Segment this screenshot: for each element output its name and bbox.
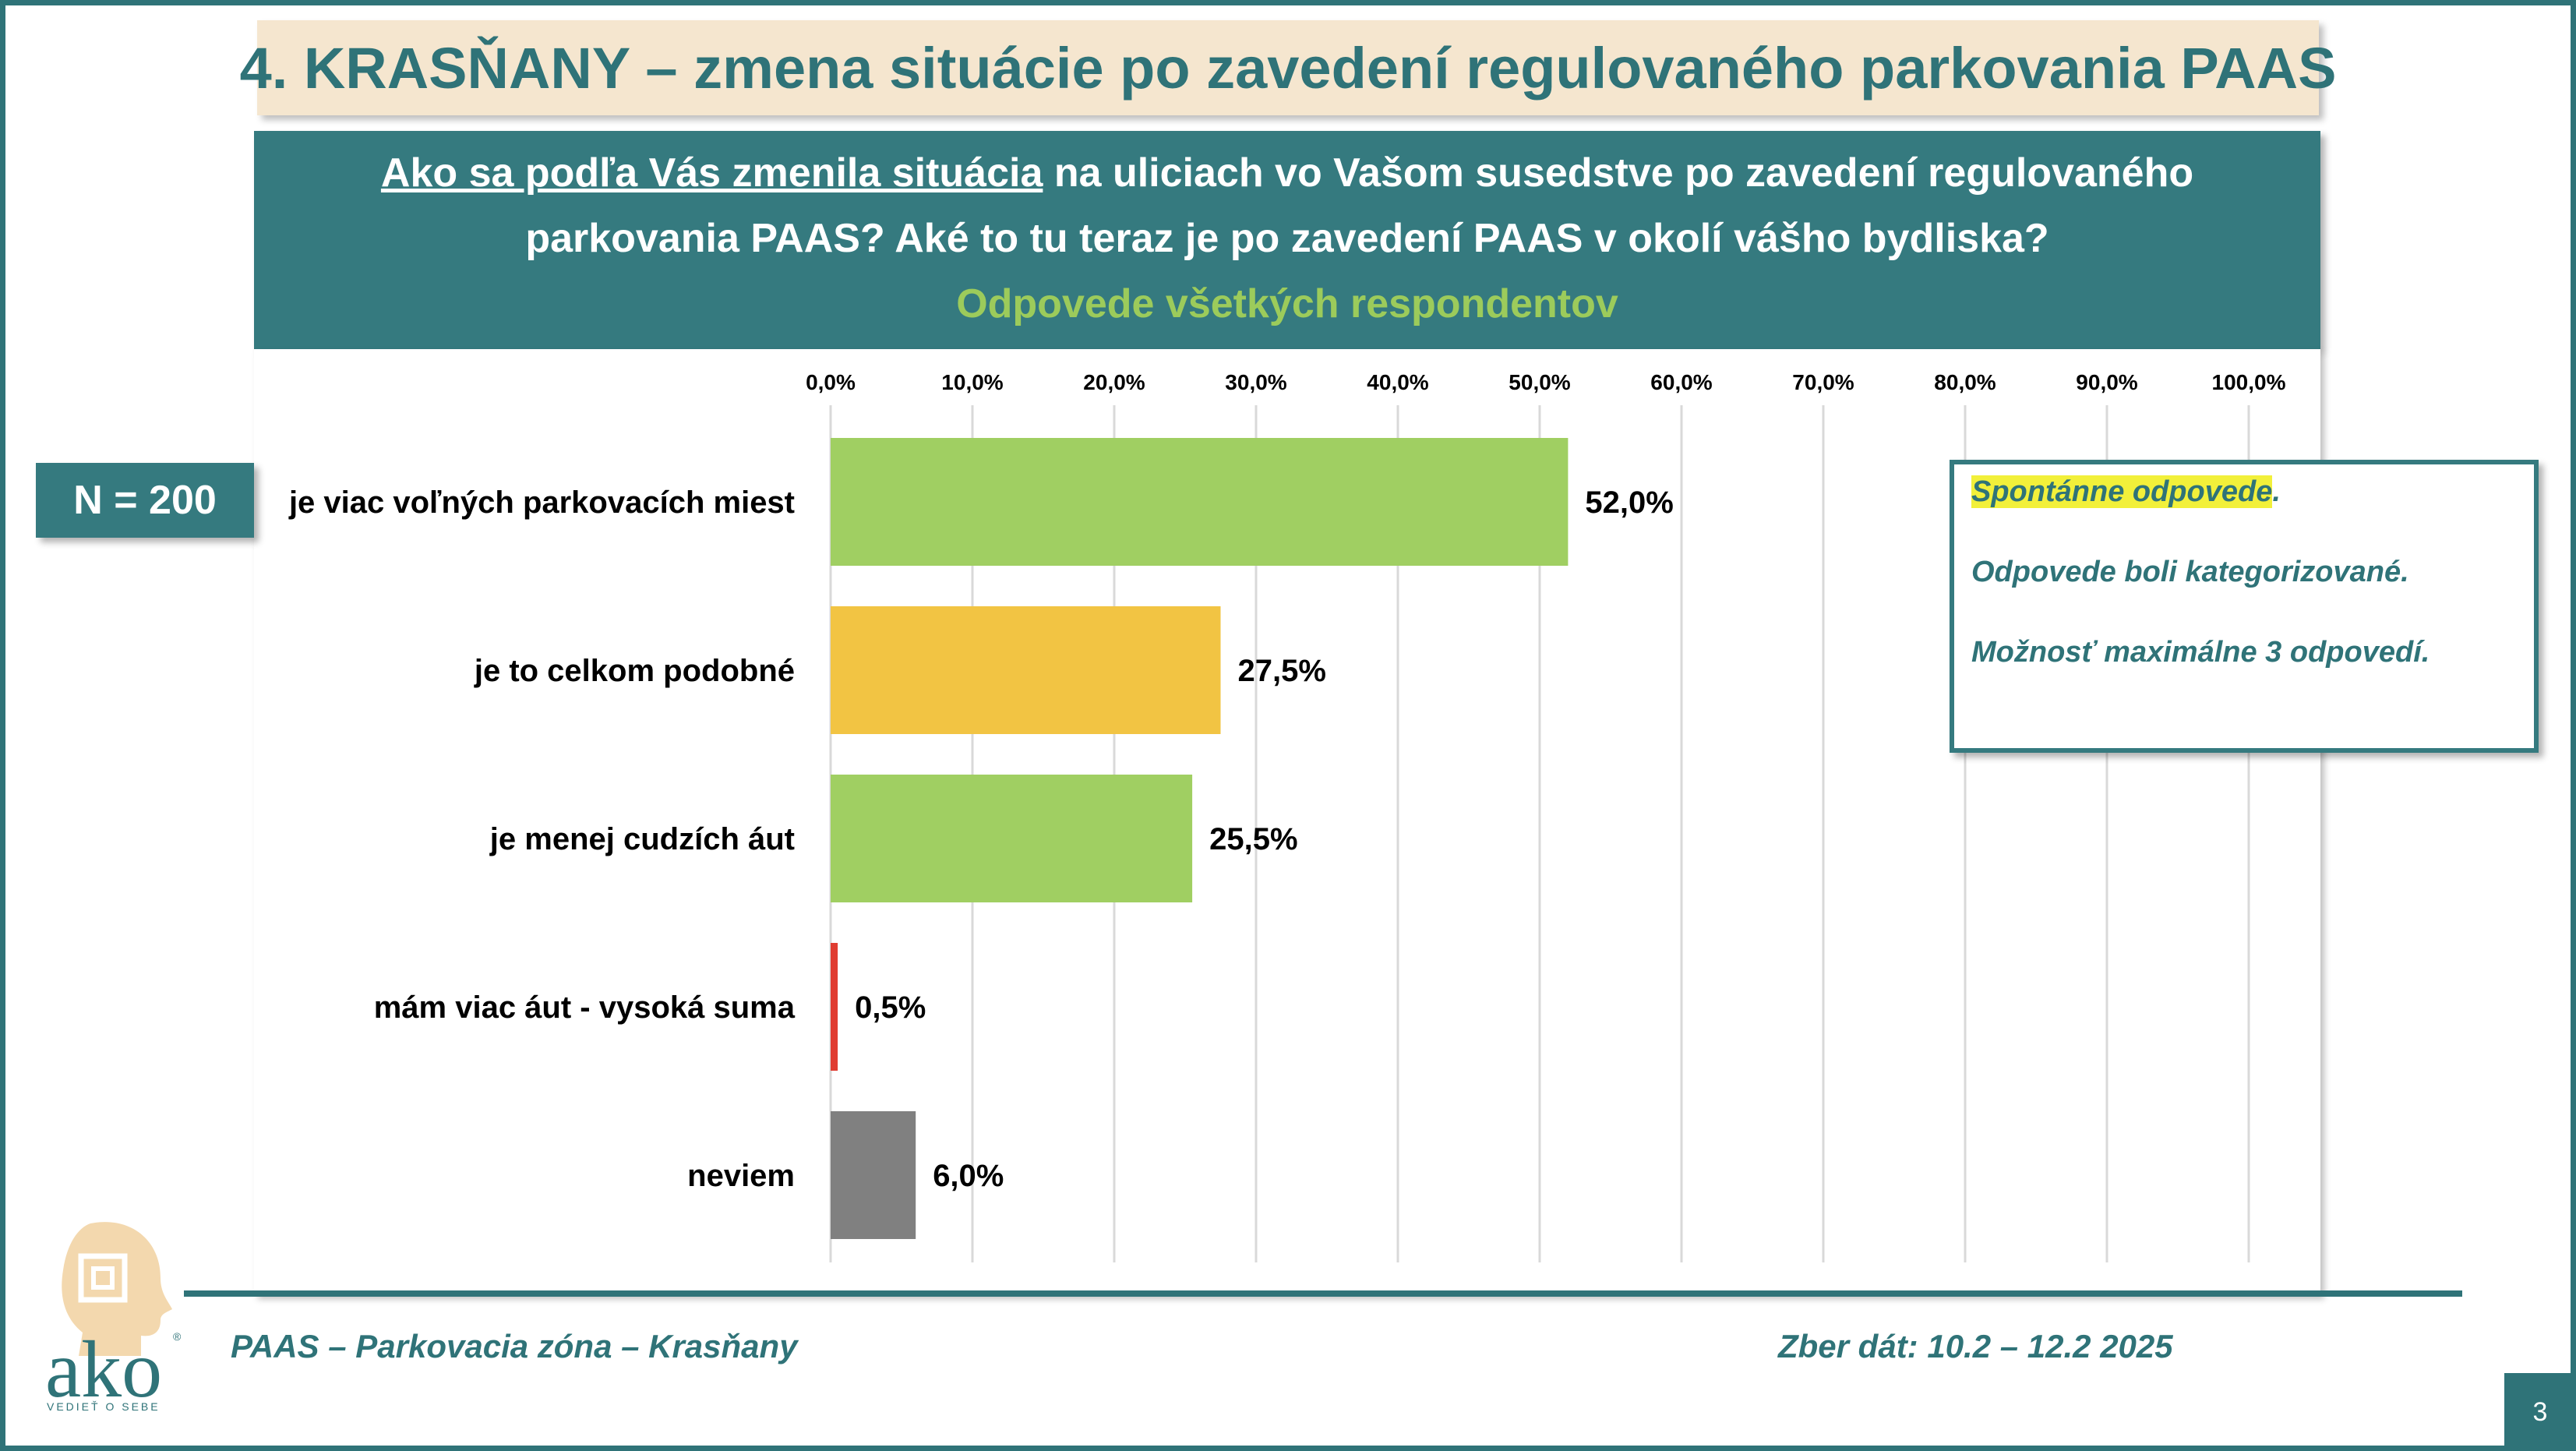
x-tick-label: 90,0% [2076, 370, 2137, 394]
data-label: 52,0% [1585, 485, 1673, 520]
bar [831, 775, 1193, 902]
question-line-1: Ako sa podľa Vás zmenila situácia na uli… [254, 140, 2320, 206]
category-label: je viac voľných parkovacích miest [288, 485, 795, 520]
note-spontaneous: Spontánne odpovede [1971, 475, 2273, 508]
bar [831, 438, 1569, 566]
note-categorized: Odpovede boli kategorizované. [1971, 556, 2409, 588]
chart-tick-labels: 0,0% 10,0% 20,0% 30,0% 40,0% 50,0% 60,0% 70,0% 8… [806, 370, 2285, 394]
footer-date-range: Zber dát: 10.2 – 12.2 2025 [1778, 1328, 2173, 1365]
x-tick-label: 70,0% [1792, 370, 1854, 394]
page-number: 3 [2504, 1373, 2576, 1451]
sample-size-badge: N = 200 [36, 463, 254, 538]
slide-title: 4. KRASŇANY – zmena situácie po zavedení… [239, 35, 2337, 101]
x-tick-label: 0,0% [806, 370, 856, 394]
x-tick-label: 20,0% [1083, 370, 1145, 394]
category-label: mám viac áut - vysoká suma [374, 990, 796, 1025]
x-tick-label: 100,0% [2212, 370, 2286, 394]
category-label: je to celkom podobné [474, 654, 795, 688]
chart-category-labels: je viac voľných parkovacích miest je to c… [288, 485, 796, 1193]
logo-registered-mark: ® [173, 1330, 182, 1343]
note-max-answers: Možnosť maximálne 3 odpovedí. [1971, 636, 2430, 669]
category-label: neviem [687, 1159, 795, 1193]
x-tick-label: 60,0% [1650, 370, 1712, 394]
category-label: je menej cudzích áut [489, 822, 795, 856]
question-box: Ako sa podľa Vás zmenila situácia na uli… [254, 131, 2320, 349]
x-tick-label: 40,0% [1367, 370, 1428, 394]
x-tick-label: 50,0% [1509, 370, 1570, 394]
data-label: 27,5% [1238, 654, 1326, 688]
data-label: 0,5% [855, 990, 926, 1025]
note-spontaneous-suffix: . [2272, 475, 2281, 508]
data-label: 6,0% [933, 1159, 1004, 1193]
footer-divider [184, 1290, 2462, 1297]
logo-wordmark: ako [45, 1325, 162, 1410]
notes-box: Spontánne odpovede. Odpovede boli katego… [1950, 460, 2539, 753]
question-rest: na uliciach vo Vašom susedstve po zavede… [1043, 150, 2194, 196]
footer-project: PAAS – Parkovacia zóna – Krasňany [231, 1328, 798, 1365]
logo-tagline: VEDIEŤ O SEBE [47, 1400, 161, 1410]
question-underlined: Ako sa podľa Vás zmenila situácia [380, 150, 1043, 196]
chart-data-labels: 52,0% 27,5% 25,5% 0,5% 6,0% [855, 485, 1674, 1193]
ako-logo: ako VEDIEŤ O SEBE ® [45, 1222, 182, 1410]
question-subtitle: Odpovede všetkých respondentov [956, 281, 1618, 327]
x-tick-label: 30,0% [1225, 370, 1286, 394]
x-tick-label: 80,0% [1934, 370, 1996, 394]
chart-bars [831, 438, 1569, 1239]
question-line-2: parkovania PAAS? Aké to tu teraz je po z… [525, 216, 2049, 261]
bar [831, 943, 838, 1071]
x-tick-label: 10,0% [941, 370, 1003, 394]
bar [831, 1111, 916, 1239]
bar [831, 606, 1221, 734]
slide-title-box: 4. KRASŇANY – zmena situácie po zavedení… [240, 20, 2336, 115]
data-label: 25,5% [1209, 822, 1297, 856]
logo-head-icon [62, 1222, 172, 1356]
